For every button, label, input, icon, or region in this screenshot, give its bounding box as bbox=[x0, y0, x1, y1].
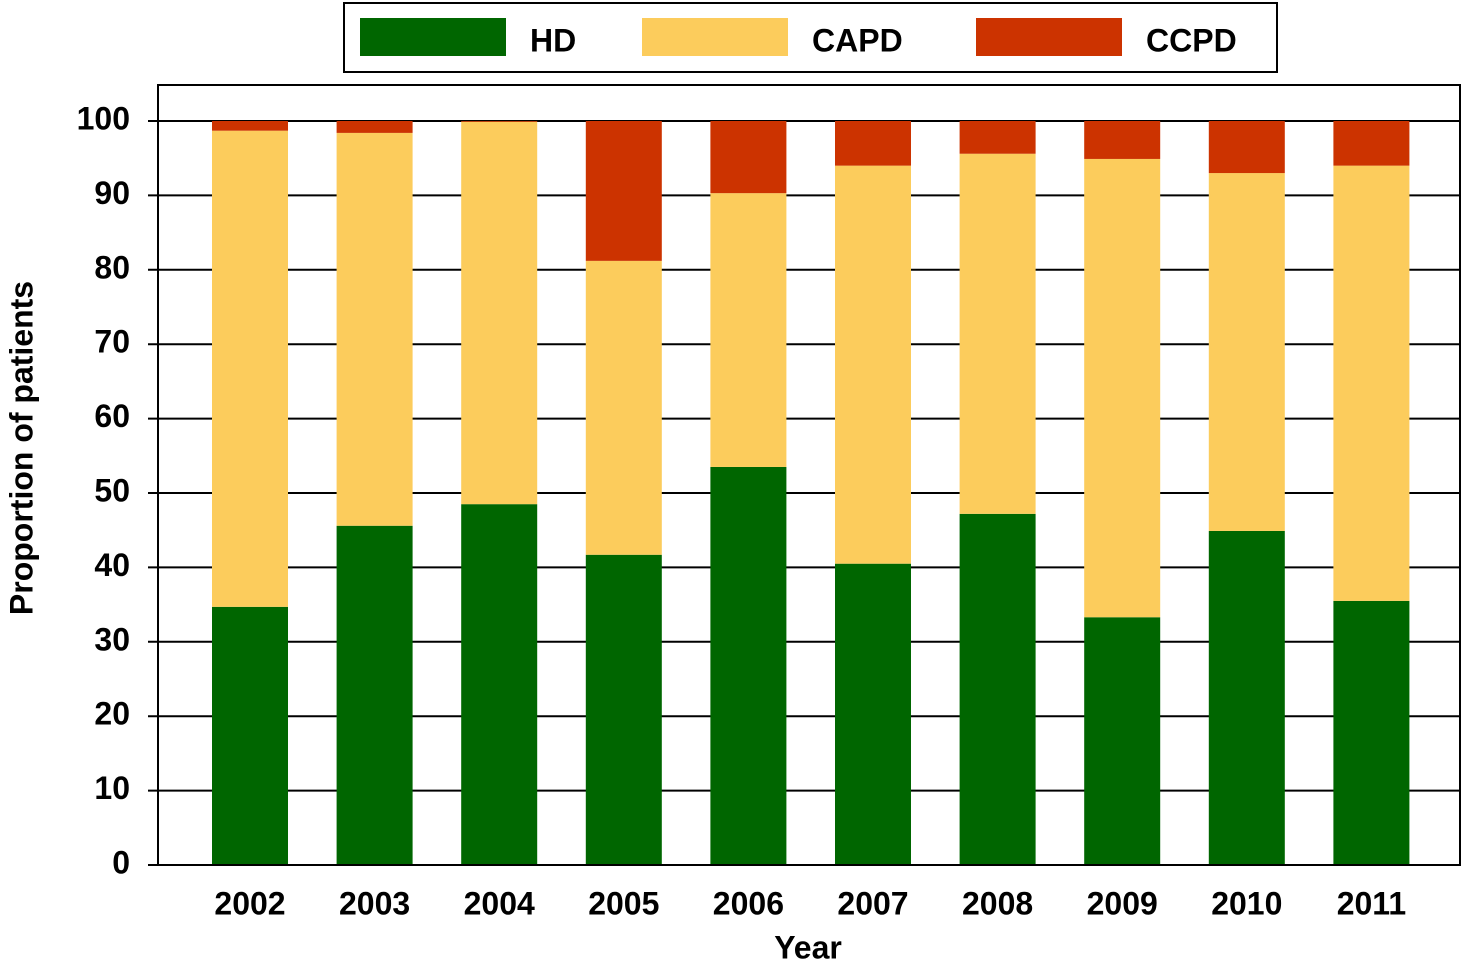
bar-segment bbox=[461, 121, 538, 122]
y-axis-title: Proportion of patients bbox=[3, 281, 39, 615]
x-tick-label: 2010 bbox=[1211, 885, 1282, 921]
y-tick-label: 40 bbox=[94, 547, 130, 583]
bar-segment bbox=[461, 121, 538, 505]
legend-label: HD bbox=[530, 22, 576, 58]
bar-segment bbox=[959, 121, 1036, 154]
y-tick-label: 100 bbox=[77, 100, 130, 136]
bar-segment bbox=[1208, 530, 1285, 865]
bar-segment bbox=[461, 504, 538, 865]
legend-label: CAPD bbox=[812, 22, 903, 58]
x-tick-label: 2003 bbox=[339, 885, 410, 921]
y-tick-label: 80 bbox=[94, 249, 130, 285]
legend-swatch bbox=[360, 18, 506, 56]
bar-segment bbox=[959, 513, 1036, 865]
x-tick-label: 2009 bbox=[1087, 885, 1158, 921]
y-tick-label: 70 bbox=[94, 324, 130, 360]
bar-segment bbox=[1333, 600, 1410, 865]
bar-segment bbox=[336, 121, 413, 133]
legend-label: CCPD bbox=[1146, 22, 1237, 58]
bar-segment bbox=[585, 121, 662, 261]
bar-segment bbox=[212, 606, 288, 865]
x-tick-label: 2002 bbox=[214, 885, 285, 921]
bar-segment bbox=[336, 525, 413, 865]
bar-segment bbox=[1084, 121, 1161, 159]
bar-segment bbox=[835, 165, 911, 564]
bar-segment bbox=[585, 260, 662, 555]
bar-segment bbox=[336, 132, 413, 526]
bar-segment bbox=[959, 153, 1036, 514]
x-axis-title: Year bbox=[774, 929, 842, 965]
bar-segment bbox=[710, 466, 787, 865]
bar-segment bbox=[1208, 173, 1285, 531]
bar-segment bbox=[1333, 121, 1410, 166]
legend-swatch bbox=[976, 18, 1122, 56]
bar-segment bbox=[1084, 617, 1161, 865]
bar-segment bbox=[212, 121, 288, 131]
y-tick-label: 20 bbox=[94, 696, 130, 732]
x-tick-label: 2007 bbox=[837, 885, 908, 921]
y-tick-label: 30 bbox=[94, 621, 130, 657]
bar-segment bbox=[835, 121, 911, 166]
x-tick-label: 2008 bbox=[962, 885, 1033, 921]
y-tick-label: 0 bbox=[112, 844, 130, 880]
bar-segment bbox=[212, 130, 288, 607]
x-tick-label: 2006 bbox=[713, 885, 784, 921]
bar-segment bbox=[1208, 121, 1285, 174]
legend-swatch bbox=[642, 18, 788, 56]
x-tick-label: 2004 bbox=[464, 885, 535, 921]
y-tick-label: 60 bbox=[94, 398, 130, 434]
bar-segment bbox=[585, 554, 662, 865]
y-tick-label: 10 bbox=[94, 770, 130, 806]
bar-segment bbox=[710, 121, 787, 194]
y-tick-label: 90 bbox=[94, 175, 130, 211]
y-tick-label: 50 bbox=[94, 472, 130, 508]
bar-segment bbox=[1084, 158, 1161, 618]
bar-segment bbox=[710, 193, 787, 467]
x-tick-label: 2005 bbox=[588, 885, 659, 921]
x-tick-label: 2011 bbox=[1337, 885, 1406, 921]
bar-segment bbox=[1333, 165, 1410, 601]
bar-segment bbox=[835, 563, 911, 865]
